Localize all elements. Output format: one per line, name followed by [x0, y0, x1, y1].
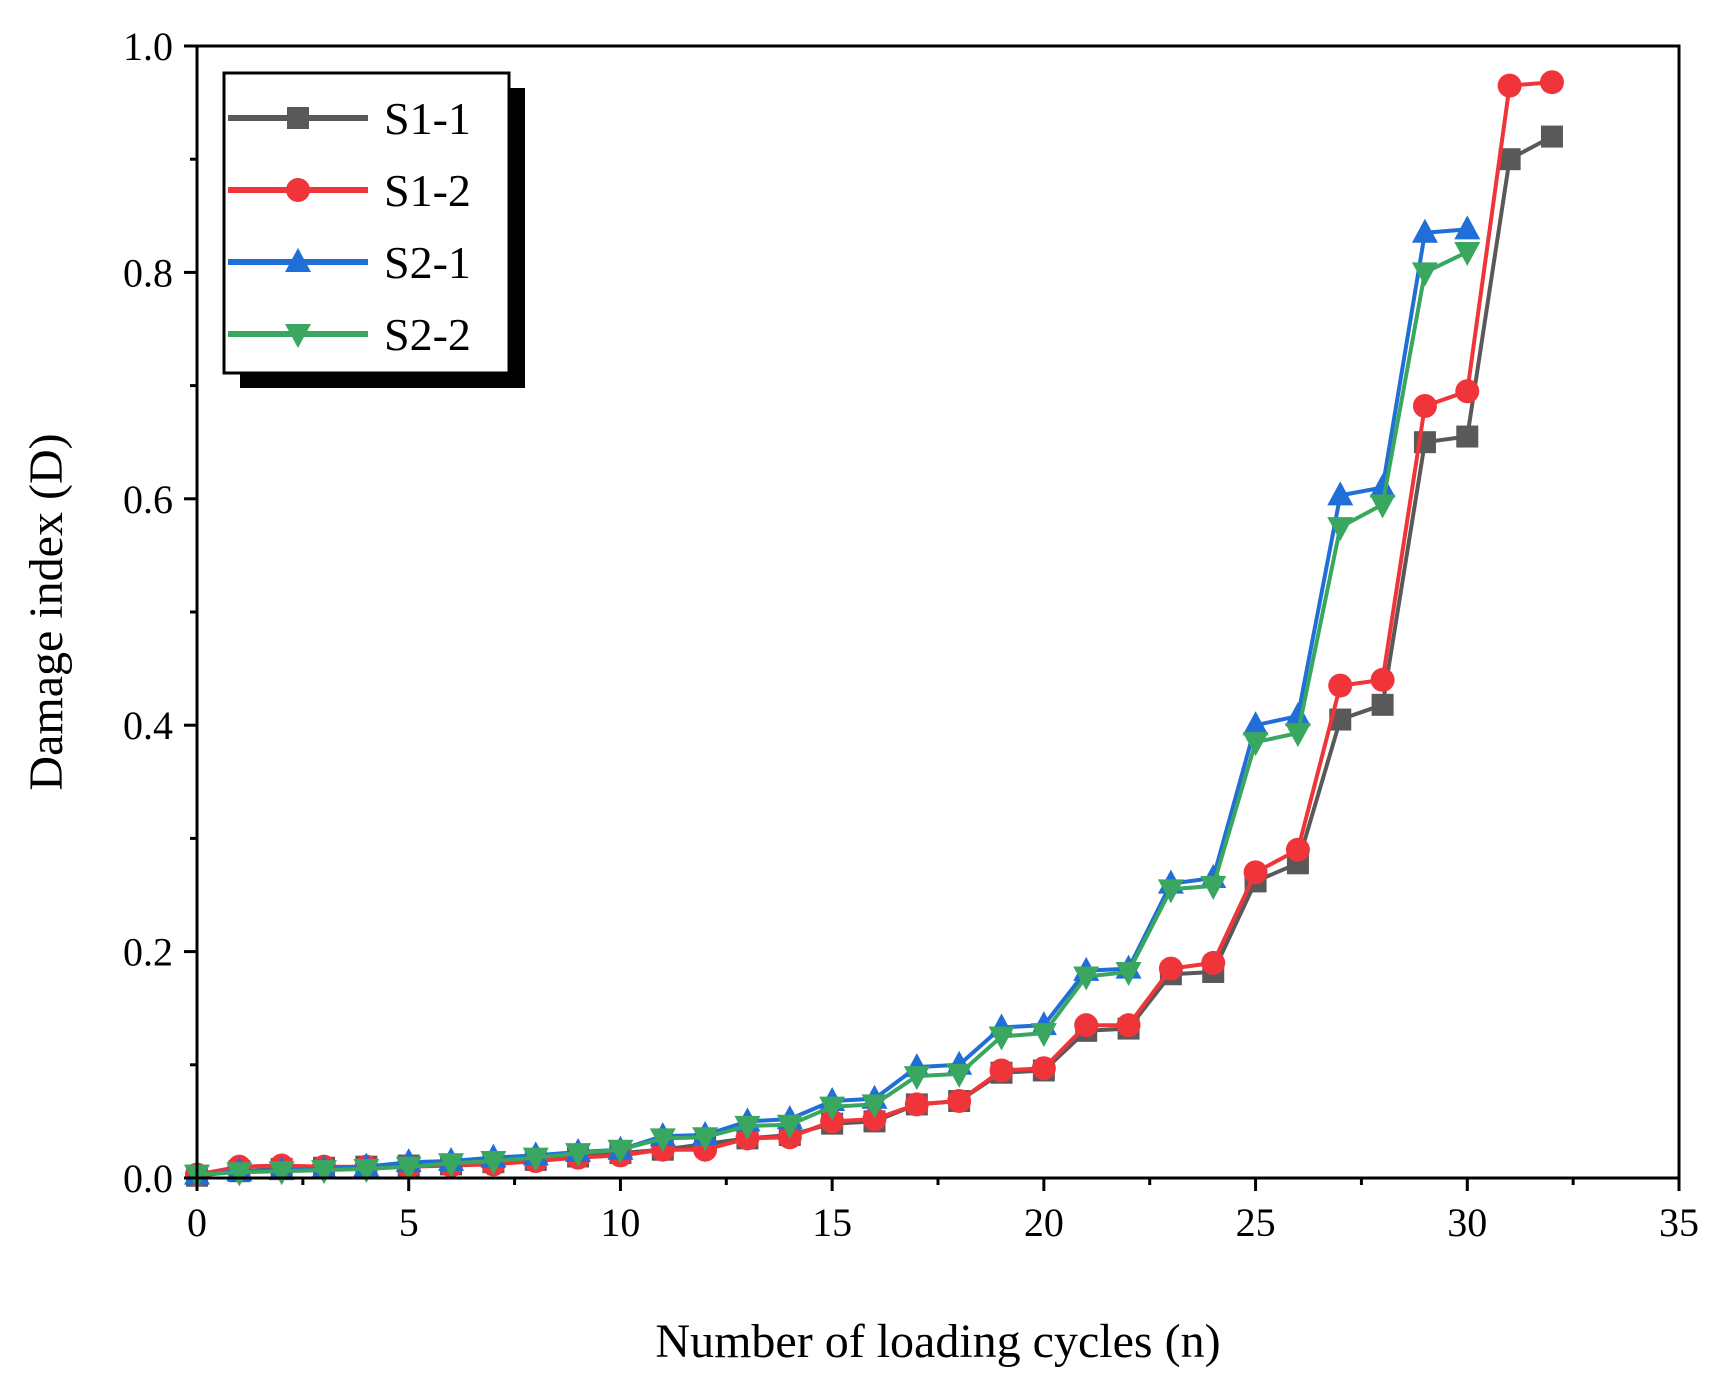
- data-point-s2-2: [522, 1147, 549, 1172]
- x-tick-label: 25: [1236, 1200, 1276, 1245]
- y-tick-label: 0.2: [123, 930, 173, 975]
- x-tick-label: 10: [600, 1200, 640, 1245]
- data-point-s1-1: [1456, 425, 1479, 448]
- y-tick-label: 0.4: [123, 703, 173, 748]
- x-tick-label: 5: [399, 1200, 419, 1245]
- y-tick-label: 0.8: [123, 250, 173, 295]
- legend-item-s1-1: S1-1: [228, 93, 471, 144]
- legend-item-s2-2: S2-2: [228, 309, 471, 360]
- data-point-s1-2: [820, 1109, 845, 1134]
- data-point-s1-2: [904, 1092, 929, 1117]
- data-point-s1-1: [1540, 125, 1563, 148]
- data-point-s1-1: [1371, 693, 1394, 716]
- data-point-s2-2: [692, 1127, 719, 1152]
- data-point-s1-2: [1455, 379, 1480, 404]
- data-point-s2-2: [1327, 517, 1354, 542]
- data-point-s1-2: [989, 1058, 1014, 1083]
- data-point-s1-2: [1074, 1013, 1099, 1038]
- data-point-s2-2: [438, 1153, 465, 1178]
- data-point-s2-2: [1242, 732, 1269, 757]
- series-layer: [184, 70, 1564, 1189]
- data-point-s2-1: [1454, 215, 1481, 240]
- data-point-s1-1: [1498, 148, 1521, 171]
- x-tick-label: 35: [1659, 1200, 1699, 1245]
- data-point-s1-2: [1116, 1013, 1141, 1038]
- legend-marker: [285, 324, 311, 348]
- data-point-s2-2: [607, 1139, 634, 1164]
- legend-item-s1-2: S1-2: [228, 165, 471, 216]
- data-point-s2-2: [311, 1160, 338, 1185]
- data-point-s1-2: [862, 1107, 887, 1132]
- data-point-s2-2: [1200, 875, 1227, 900]
- x-tick-label: 30: [1447, 1200, 1487, 1245]
- data-point-s2-2: [861, 1094, 888, 1119]
- data-point-s2-1: [1411, 218, 1438, 243]
- legend-label: S2-2: [384, 309, 471, 360]
- data-point-s2-2: [1369, 494, 1396, 519]
- series-line-s2-2: [196, 250, 1469, 1177]
- data-point-s1-2: [1158, 956, 1183, 981]
- data-point-s2-2: [988, 1026, 1015, 1051]
- data-point-s2-2: [1030, 1023, 1057, 1048]
- legend-marker: [286, 178, 310, 202]
- data-point-s2-2: [1115, 961, 1142, 986]
- series-s2-2: [184, 242, 1481, 1189]
- y-tick-label: 0.0: [123, 1156, 173, 1201]
- data-point-s1-2: [1497, 73, 1522, 98]
- legend-box: [222, 71, 511, 375]
- y-tick-label: 0.6: [123, 477, 173, 522]
- data-point-s1-2: [1328, 673, 1353, 698]
- data-point-s2-2: [226, 1162, 253, 1187]
- legend-label: S1-1: [384, 93, 471, 144]
- data-point-s2-2: [1284, 723, 1311, 748]
- data-point-s2-2: [819, 1096, 846, 1121]
- data-point-s1-2: [1243, 860, 1268, 885]
- legend-label: S1-2: [384, 165, 471, 216]
- data-point-s1-2: [1285, 837, 1310, 862]
- legend-marker: [285, 248, 311, 272]
- data-point-s1-2: [1031, 1056, 1056, 1081]
- legend: S1-1 S1-2 S2-1 S2-2: [222, 71, 525, 388]
- data-point-s2-1: [1369, 473, 1396, 498]
- data-point-s2-2: [1157, 879, 1184, 904]
- data-point-s1-2: [1539, 70, 1564, 95]
- y-tick-label: 1.0: [123, 24, 173, 69]
- data-point-s2-2: [1454, 242, 1481, 267]
- legend-marker: [287, 107, 309, 129]
- data-point-s2-2: [1411, 262, 1438, 287]
- data-point-s1-2: [947, 1089, 972, 1114]
- x-tick-label: 20: [1024, 1200, 1064, 1245]
- data-point-s1-2: [1412, 393, 1437, 418]
- data-point-s2-2: [734, 1115, 761, 1140]
- data-point-s1-2: [1201, 950, 1226, 975]
- axis-ticks: 0 5 10 15 20 25 30 35 0.0 0.2 0.4 0.6 0.8 1.0: [123, 24, 1699, 1245]
- data-point-s2-2: [480, 1151, 507, 1176]
- x-axis-title: Number of loading cycles (n): [655, 1315, 1220, 1368]
- data-point-s2-2: [353, 1158, 380, 1183]
- legend-item-s2-1: S2-1: [228, 237, 471, 288]
- data-point-s2-2: [776, 1114, 803, 1139]
- data-point-s2-2: [565, 1143, 592, 1168]
- x-tick-label: 15: [812, 1200, 852, 1245]
- data-point-s2-2: [903, 1066, 930, 1091]
- y-axis-title: Damage index (D): [20, 433, 73, 790]
- x-tick-label: 0: [187, 1200, 207, 1245]
- data-point-s2-2: [395, 1156, 422, 1181]
- data-point-s2-1: [1327, 481, 1354, 506]
- data-point-s2-2: [946, 1063, 973, 1088]
- legend-label: S2-1: [384, 237, 471, 288]
- data-point-s1-2: [1370, 667, 1395, 692]
- data-point-s2-1: [1284, 702, 1311, 727]
- data-point-s2-1: [1242, 711, 1269, 736]
- data-point-s2-2: [649, 1128, 676, 1153]
- data-point-s2-2: [1073, 966, 1100, 991]
- data-point-s2-2: [268, 1161, 295, 1186]
